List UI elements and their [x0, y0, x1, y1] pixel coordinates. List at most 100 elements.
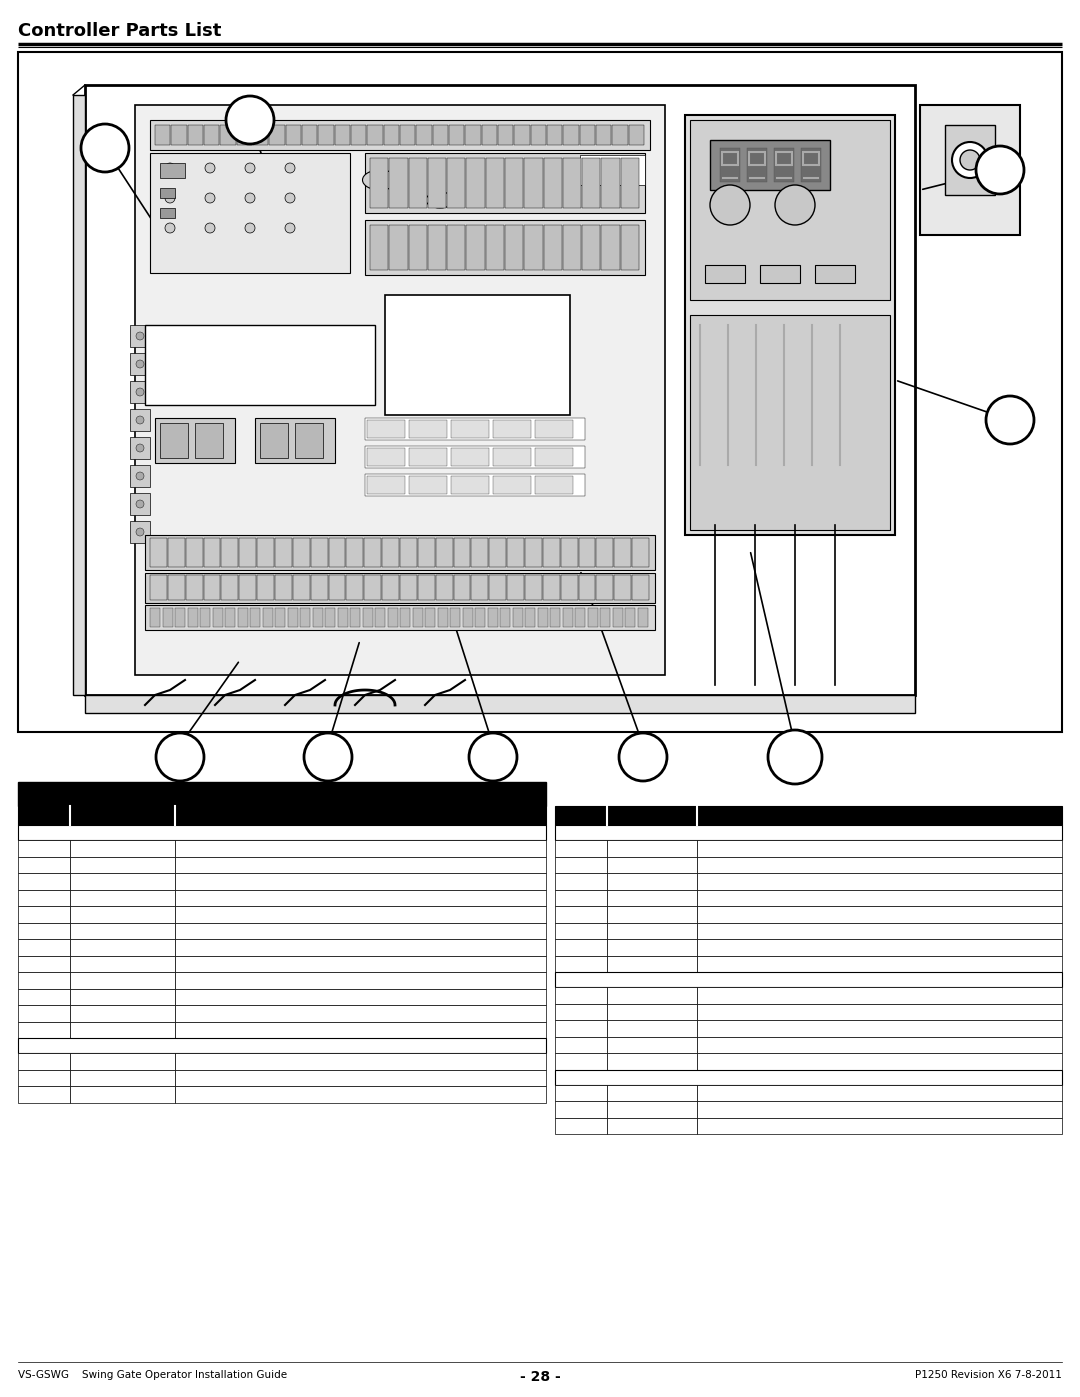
Bar: [690, 120, 890, 300]
Bar: [400, 124, 416, 145]
Bar: [130, 521, 150, 543]
Bar: [175, 972, 546, 989]
Bar: [413, 608, 422, 627]
Bar: [156, 124, 171, 145]
Bar: [364, 576, 381, 599]
Bar: [328, 538, 346, 567]
Text: 1 HP, 115V, 1-Phase: 1 HP, 115V, 1-Phase: [701, 891, 807, 901]
Bar: [472, 538, 488, 567]
Bar: [697, 840, 1062, 856]
Bar: [538, 608, 548, 627]
Text: DESCRIPTION: DESCRIPTION: [321, 809, 400, 819]
Bar: [18, 840, 70, 856]
Bar: [607, 1084, 697, 1101]
Bar: [535, 476, 573, 495]
Bar: [607, 939, 697, 956]
Bar: [697, 1101, 1062, 1118]
Bar: [70, 840, 175, 856]
Bar: [564, 124, 579, 145]
Bar: [220, 124, 235, 145]
Text: 2500-1980: 2500-1980: [611, 989, 667, 999]
Bar: [447, 225, 465, 270]
Bar: [607, 1020, 697, 1037]
Bar: [543, 576, 559, 599]
Bar: [18, 890, 70, 907]
Circle shape: [136, 528, 144, 536]
Bar: [18, 782, 546, 806]
Bar: [602, 158, 620, 208]
Bar: [555, 890, 607, 907]
Bar: [370, 158, 389, 208]
Bar: [607, 856, 697, 873]
Bar: [435, 576, 453, 599]
Bar: [621, 158, 639, 208]
Text: 2520-550: 2520-550: [75, 957, 124, 968]
Bar: [615, 576, 631, 599]
Bar: [363, 608, 373, 627]
Bar: [555, 806, 607, 826]
Bar: [467, 225, 485, 270]
Bar: [175, 989, 546, 1004]
Text: 2500-212: 2500-212: [75, 1055, 124, 1065]
Bar: [18, 1021, 70, 1038]
Bar: [596, 576, 613, 599]
Bar: [130, 465, 150, 488]
Text: Power On/Off Switch, 30 Amp, 600VAC: Power On/Off Switch, 30 Amp, 600VAC: [701, 1055, 902, 1065]
Bar: [365, 474, 585, 496]
Bar: [475, 608, 485, 627]
Bar: [555, 988, 607, 1003]
Bar: [487, 608, 498, 627]
Bar: [454, 538, 471, 567]
Bar: [575, 608, 585, 627]
Bar: [367, 476, 405, 495]
Bar: [607, 1037, 697, 1053]
Bar: [433, 124, 448, 145]
Bar: [240, 538, 256, 567]
Bar: [920, 105, 1020, 235]
Bar: [150, 608, 160, 627]
Bar: [18, 907, 70, 922]
Bar: [492, 476, 531, 495]
Bar: [70, 989, 175, 1004]
Bar: [262, 608, 272, 627]
Text: 1 HP, 208/230V, 1-Phase or 3-Phase: 1 HP, 208/230V, 1-Phase or 3-Phase: [701, 908, 889, 918]
Text: 2500-2251: 2500-2251: [611, 957, 667, 968]
Text: Control Box Motor Harness, 115/230V: Control Box Motor Harness, 115/230V: [701, 1104, 897, 1113]
Bar: [697, 1003, 1062, 1020]
Bar: [175, 1085, 546, 1102]
Bar: [18, 972, 70, 989]
Bar: [293, 576, 310, 599]
Circle shape: [165, 193, 175, 203]
Bar: [300, 608, 310, 627]
Bar: [70, 956, 175, 972]
Bar: [365, 418, 585, 440]
Bar: [555, 1101, 607, 1118]
Circle shape: [245, 163, 255, 173]
Bar: [524, 158, 542, 208]
Bar: [221, 576, 239, 599]
Bar: [145, 326, 375, 405]
Bar: [697, 1053, 1062, 1070]
Bar: [130, 493, 150, 515]
Bar: [543, 158, 562, 208]
Bar: [525, 538, 542, 567]
Text: 3-Phase Motor Board: 3-Phase Motor Board: [701, 989, 810, 999]
Text: - 28 -: - 28 -: [519, 1370, 561, 1384]
Text: CONTROLLER: CONTROLLER: [153, 359, 210, 367]
Text: 1/2 HP, 208/230V, 3-Phase Controller: 1/2 HP, 208/230V, 3-Phase Controller: [179, 875, 373, 886]
Text: 460V to 24V, 40VA: 460V to 24V, 40VA: [179, 1088, 276, 1098]
Bar: [454, 576, 471, 599]
Text: 2 HP, 208/230V, 3-Phase Controller: 2 HP, 208/230V, 3-Phase Controller: [179, 990, 363, 1000]
Bar: [607, 806, 697, 826]
Bar: [607, 1003, 697, 1020]
Bar: [580, 124, 595, 145]
Circle shape: [136, 332, 144, 339]
Bar: [260, 423, 288, 458]
Bar: [467, 158, 485, 208]
Text: 9: 9: [578, 1087, 584, 1097]
Bar: [18, 956, 70, 972]
Bar: [400, 608, 410, 627]
Bar: [347, 538, 363, 567]
Text: 2 HP, 208/230V, 1-Phase or 3-Phase: 2 HP, 208/230V, 1-Phase or 3-Phase: [701, 942, 889, 951]
Text: 2500-2244: 2500-2244: [611, 842, 667, 852]
